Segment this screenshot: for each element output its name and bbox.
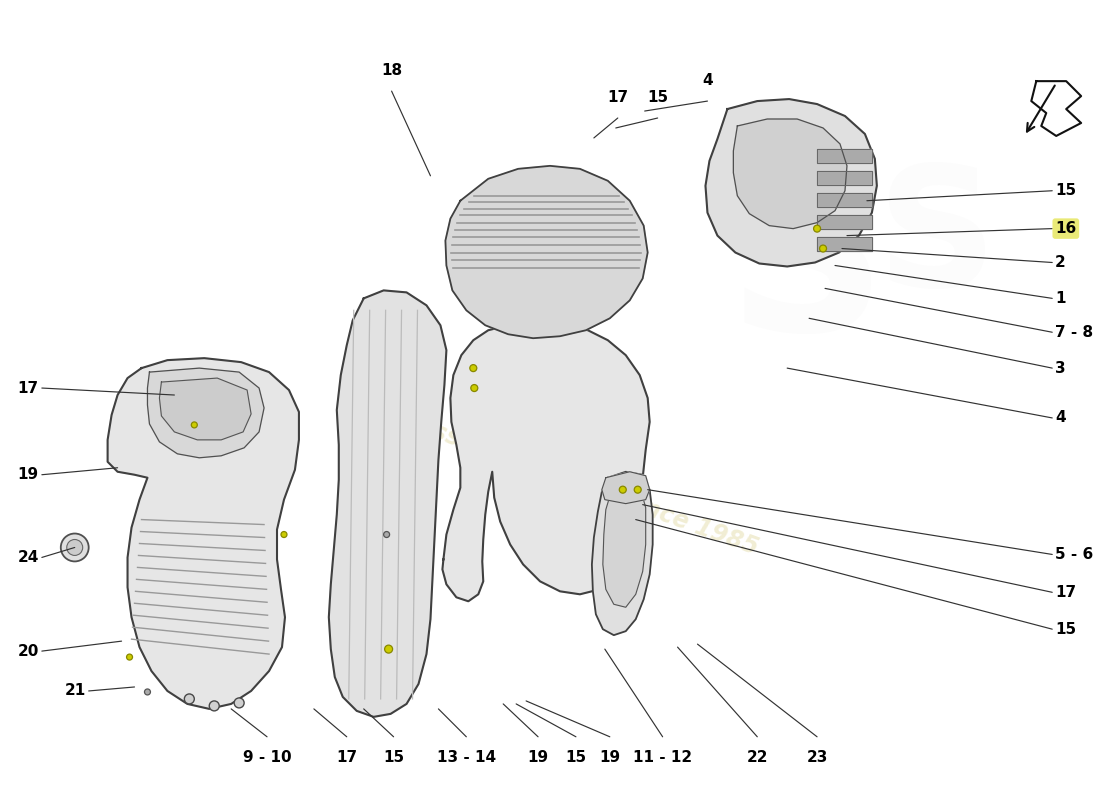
- Polygon shape: [592, 472, 652, 635]
- Circle shape: [384, 531, 389, 538]
- Polygon shape: [734, 119, 847, 229]
- Text: 1: 1: [1055, 291, 1066, 306]
- Polygon shape: [329, 290, 447, 717]
- Text: 15: 15: [1055, 622, 1076, 637]
- Text: 16: 16: [1055, 221, 1077, 236]
- Polygon shape: [603, 485, 646, 607]
- Circle shape: [60, 534, 89, 562]
- Text: 21: 21: [65, 683, 86, 698]
- Circle shape: [126, 654, 132, 660]
- Text: 3: 3: [1055, 361, 1066, 376]
- Text: 4: 4: [702, 73, 713, 88]
- Polygon shape: [446, 166, 648, 338]
- Text: 15: 15: [565, 750, 586, 765]
- Polygon shape: [108, 358, 299, 709]
- Text: 7 - 8: 7 - 8: [1055, 325, 1093, 340]
- Text: 15: 15: [647, 90, 668, 105]
- Text: 2: 2: [1055, 255, 1066, 270]
- Text: 18: 18: [381, 63, 403, 78]
- Circle shape: [814, 225, 821, 232]
- Text: 17: 17: [607, 90, 628, 105]
- Text: 15: 15: [383, 750, 404, 765]
- Text: 5 - 6: 5 - 6: [1055, 547, 1093, 562]
- Polygon shape: [817, 171, 872, 185]
- Circle shape: [191, 422, 197, 428]
- Text: 17: 17: [337, 750, 358, 765]
- Polygon shape: [160, 378, 251, 440]
- Circle shape: [470, 365, 476, 372]
- Polygon shape: [442, 322, 650, 602]
- Circle shape: [209, 701, 219, 711]
- Text: 19: 19: [18, 467, 38, 482]
- Polygon shape: [817, 193, 872, 206]
- Circle shape: [385, 645, 393, 653]
- Circle shape: [619, 486, 626, 493]
- Circle shape: [234, 698, 244, 708]
- Text: 22: 22: [747, 750, 768, 765]
- Polygon shape: [817, 149, 872, 163]
- Circle shape: [820, 245, 826, 252]
- Text: 19: 19: [528, 750, 549, 765]
- Polygon shape: [705, 99, 877, 266]
- Circle shape: [635, 486, 641, 493]
- Polygon shape: [147, 368, 264, 458]
- Circle shape: [471, 385, 477, 391]
- Text: S: S: [877, 159, 997, 322]
- Text: 23: 23: [806, 750, 828, 765]
- Text: S: S: [727, 163, 888, 378]
- Text: 17: 17: [18, 381, 38, 395]
- Polygon shape: [602, 472, 650, 504]
- Polygon shape: [817, 214, 872, 229]
- Text: 24: 24: [18, 550, 38, 565]
- Text: 20: 20: [18, 643, 38, 658]
- Text: 17: 17: [1055, 585, 1076, 600]
- Circle shape: [67, 539, 82, 555]
- Circle shape: [144, 689, 151, 695]
- Polygon shape: [817, 237, 872, 250]
- Text: 19: 19: [600, 750, 620, 765]
- Text: a passion for parts since 1985: a passion for parts since 1985: [375, 399, 761, 560]
- Text: 13 - 14: 13 - 14: [437, 750, 496, 765]
- Circle shape: [280, 531, 287, 538]
- Polygon shape: [1032, 81, 1081, 136]
- Text: 15: 15: [1055, 183, 1076, 198]
- Text: 9 - 10: 9 - 10: [243, 750, 292, 765]
- Text: 4: 4: [1055, 410, 1066, 426]
- Circle shape: [185, 694, 195, 704]
- Text: 11 - 12: 11 - 12: [634, 750, 692, 765]
